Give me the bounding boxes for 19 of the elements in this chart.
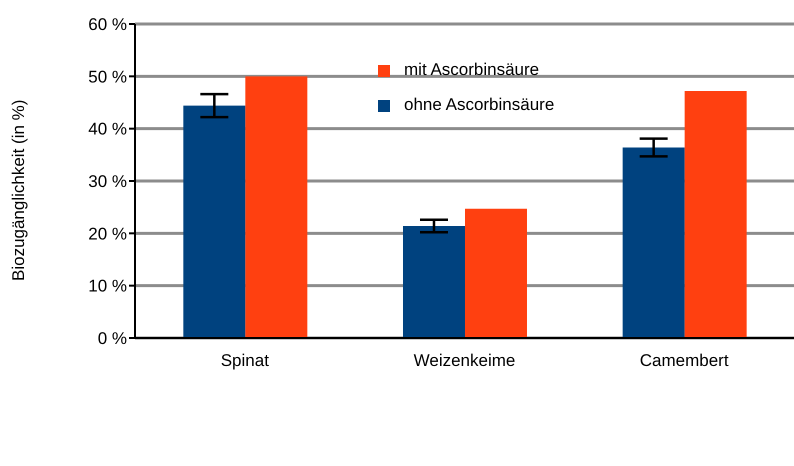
y-tick-label: 10 % — [88, 276, 127, 296]
y-tick-label: 50 % — [88, 67, 127, 86]
y-tick-label: 60 % — [88, 15, 127, 34]
x-tick-label: Weizenkeime — [414, 351, 516, 370]
bar — [402, 226, 465, 338]
bar — [622, 148, 685, 338]
y-tick-label: 0 % — [98, 329, 127, 348]
y-tick-label: 40 % — [88, 120, 127, 139]
y-tick-label: 20 % — [88, 224, 127, 244]
bar — [464, 208, 527, 338]
bar — [684, 90, 747, 338]
y-axis-title: Biozugänglichkeit (in %) — [9, 100, 28, 281]
legend-label: ohne Ascorbinsäure — [404, 95, 554, 114]
y-tick-label: 30 % — [88, 172, 127, 192]
x-tick-label: Camembert — [640, 351, 729, 370]
x-tick-label: Spinat — [220, 351, 270, 370]
bar — [183, 106, 246, 338]
bar — [245, 76, 308, 338]
legend-label: mit Ascorbinsäure — [404, 60, 540, 79]
